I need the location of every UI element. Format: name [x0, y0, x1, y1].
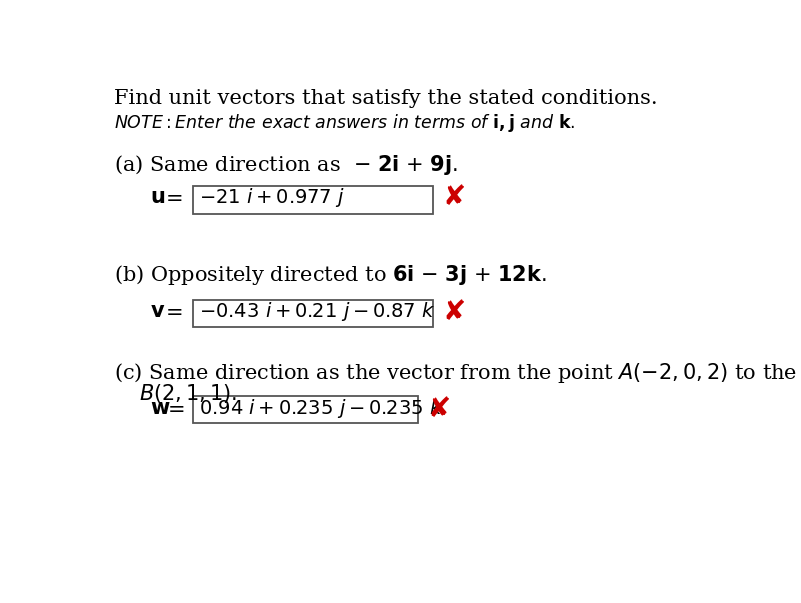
Text: Find unit vectors that satisfy the stated conditions.: Find unit vectors that satisfy the state… [114, 89, 658, 109]
FancyBboxPatch shape [193, 186, 433, 214]
Text: $\mathbf{u}$: $\mathbf{u}$ [151, 188, 166, 207]
Text: $\it{NOTE: Enter\ the\ exact\ answers\ in\ terms\ of}$ $\mathbf{i, j}$ $\it{and}: $\it{NOTE: Enter\ the\ exact\ answers\ i… [114, 112, 575, 134]
Text: $-21\ i + 0.977\ j$: $-21\ i + 0.977\ j$ [199, 186, 345, 209]
Text: (a) Same direction as  $-$ $\mathbf{2i}$ $+$ $\mathbf{9j}.$: (a) Same direction as $-$ $\mathbf{2i}$ … [114, 153, 458, 177]
Text: $=$: $=$ [161, 302, 183, 321]
Text: ✘: ✘ [443, 183, 466, 211]
Text: $0.94\ i + 0.235\ j - 0.235\ k$: $0.94\ i + 0.235\ j - 0.235\ k$ [199, 397, 444, 420]
Text: $=$: $=$ [163, 399, 184, 418]
Text: $\mathbf{w}$: $\mathbf{w}$ [151, 399, 171, 418]
Text: (c) Same direction as the vector from the point $A(-2, 0, 2)$ to the point: (c) Same direction as the vector from th… [114, 361, 801, 385]
FancyBboxPatch shape [193, 396, 418, 423]
Text: $=$: $=$ [161, 188, 183, 207]
Text: ✘: ✘ [443, 298, 466, 326]
Text: $-0.43\ i + 0.21\ j - 0.87\ k$: $-0.43\ i + 0.21\ j - 0.87\ k$ [199, 300, 436, 323]
Text: (b) Oppositely directed to $\mathbf{6i}$ $-$ $\mathbf{3j}$ $+$ $\mathbf{12k}.$: (b) Oppositely directed to $\mathbf{6i}$… [114, 264, 546, 287]
Text: $\mathbf{v}$: $\mathbf{v}$ [151, 302, 166, 321]
Text: $B(2, 1, 1).$: $B(2, 1, 1).$ [139, 382, 237, 405]
Text: ✘: ✘ [427, 395, 450, 423]
FancyBboxPatch shape [193, 300, 433, 327]
